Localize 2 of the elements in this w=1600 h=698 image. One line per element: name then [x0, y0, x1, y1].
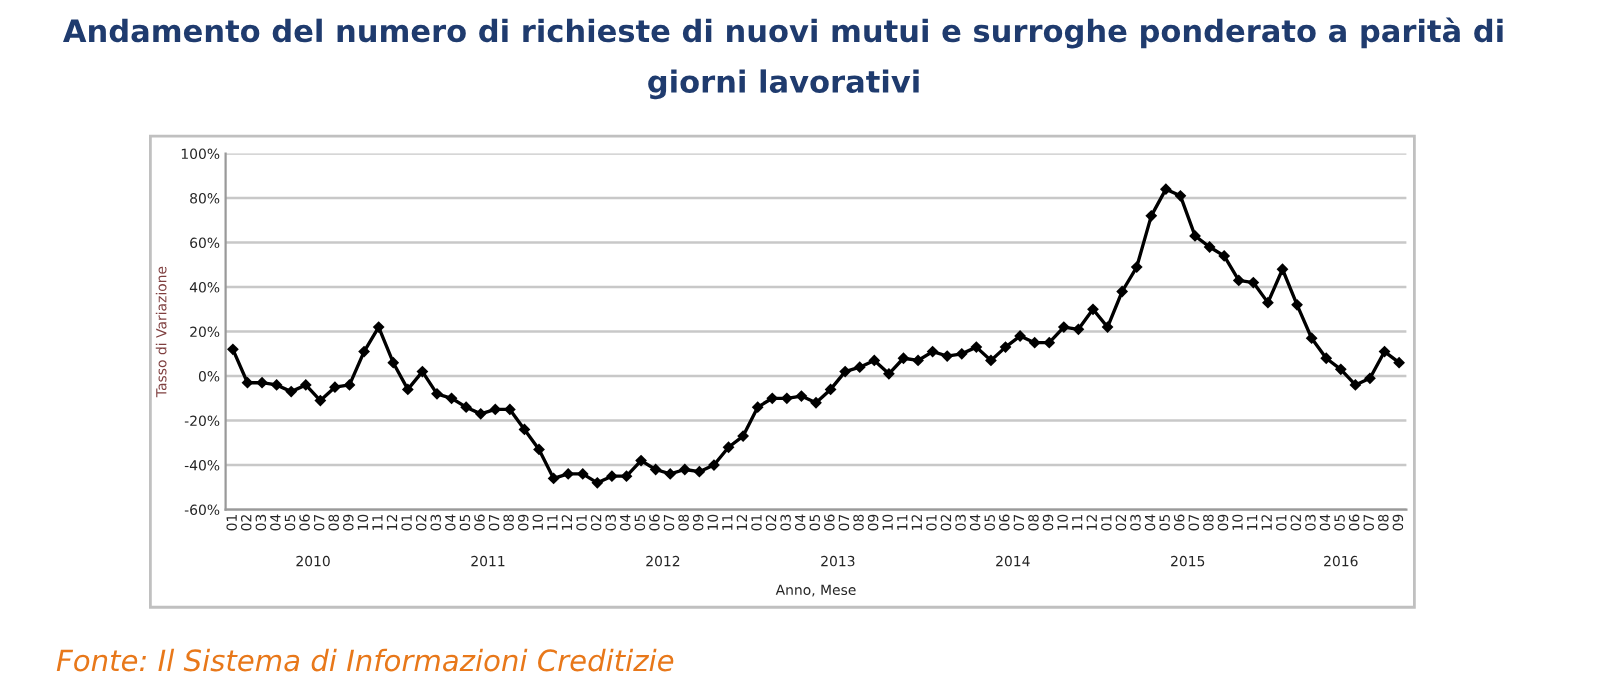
chart-title: Andamento del numero di richieste di nuovi mutui e surroghe ponderato a parità di giorni lavorativi	[63, 17, 1503, 100]
source-note: Fonte: Il Sistema di Informazioni Creditizie	[56, 648, 674, 672]
